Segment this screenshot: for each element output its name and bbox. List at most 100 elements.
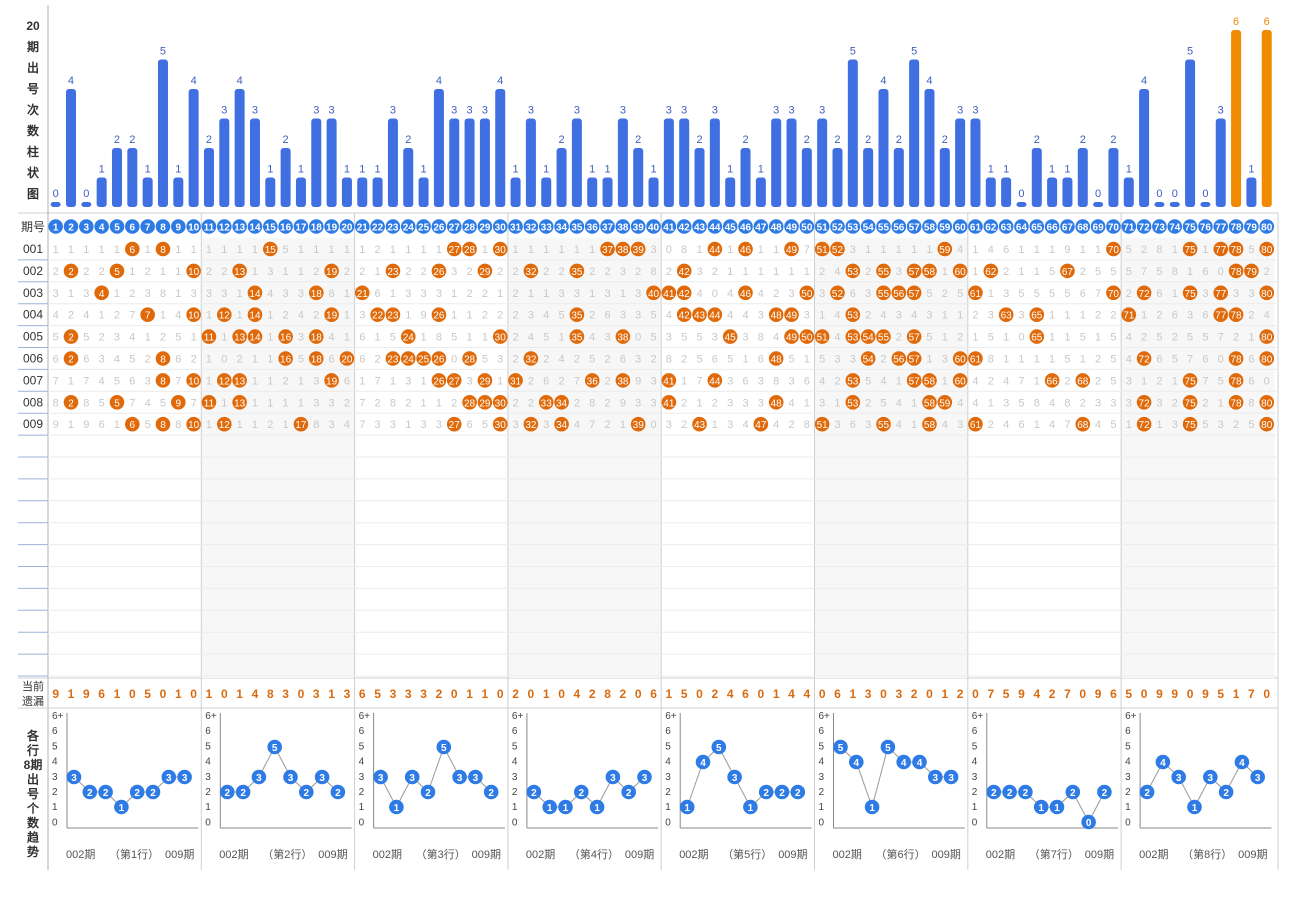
drawn-number-label: 50 [801,333,813,344]
number-header-label: 16 [280,223,292,234]
omission-cell: 3 [742,332,748,344]
trend-footer-row: （第7行） [1029,847,1079,861]
omission-cell: 5 [650,310,656,322]
drawn-number-ball [538,395,554,410]
bar-value-label: 1 [988,164,994,176]
omission-cell: 8 [650,266,656,278]
trend-footer-start: 002期 [679,848,708,861]
current-omission-value: 5 [374,687,381,701]
drawn-number-label: 56 [893,355,905,366]
omission-cell: 1 [1064,310,1070,322]
bar-value-label: 0 [1172,188,1178,200]
trend-point [1187,799,1202,815]
trend-point-label: 3 [288,773,294,784]
trend-axis-tick: 4 [972,757,978,768]
omission-cell: 3 [604,332,610,344]
drawn-number-ball [738,285,753,301]
omission-cell: 1 [758,244,764,256]
omission-cell: 8 [53,397,59,409]
number-header-label: 33 [541,223,553,234]
trend-point [1049,799,1065,815]
omission-cell: 6 [1248,354,1254,366]
bar-64 [1016,202,1027,207]
omission-cell: 2 [880,354,886,366]
trend-point [896,754,911,770]
omission-cell: 1 [68,419,74,431]
omission-cell: 2 [604,354,610,366]
number-header-ball [79,219,94,234]
omission-label: 当前 [22,679,44,693]
bar-value-label: 1 [1248,164,1254,176]
trend-axis-tick: 6+ [972,711,984,722]
current-omission-value: 9 [1095,687,1102,701]
group-shade [507,238,662,678]
drawn-number-ball [492,241,508,257]
omission-cell: 4 [957,244,963,256]
omission-cell: 1 [742,266,748,278]
omission-cell: 4 [972,397,978,409]
omission-cell: 2 [99,266,105,278]
bar-51 [817,118,828,207]
number-header-ball [370,219,385,234]
drawn-number-ball [1213,241,1229,257]
drawn-number-label: 57 [909,289,921,300]
drawn-number-ball [968,351,983,366]
drawn-number-label: 23 [387,355,399,366]
omission-cell: 0 [712,288,718,300]
bar-value-label: 4 [68,75,74,87]
trend-point-label: 2 [1070,788,1076,799]
drawn-number-label: 55 [878,333,890,344]
omission-cell: 5 [681,332,687,344]
bar-value-label: 2 [206,134,212,146]
drawn-number-label: 32 [525,420,537,431]
drawn-number-label: 55 [878,420,890,431]
drawn-number-label: 33 [541,398,553,409]
drawn-number-ball [477,395,493,410]
drawn-number-ball [477,373,493,388]
omission-cell: 2 [681,397,687,409]
number-header-label: 54 [863,223,875,234]
trend-axis-tick: 2 [205,787,211,798]
trend-point-label: 4 [901,758,907,769]
drawn-number-ball [784,241,799,257]
omission-cell: 3 [850,354,856,366]
drawn-number-label: 78 [1231,355,1243,366]
omission-cell: 1 [819,310,825,322]
current-omission-value: 1 [68,687,75,701]
bar-40 [648,177,659,207]
omission-cell: 1 [1003,332,1009,344]
trend-axis-tick: 3 [819,772,825,783]
trend-point-label: 4 [917,758,923,769]
omission-cell: 1 [1202,244,1208,256]
omission-cell: 1 [390,288,396,300]
drawn-number-label: 49 [786,245,798,256]
drawn-number-ball [523,263,539,279]
current-omission-value: 2 [436,687,443,701]
trend-point-label: 2 [103,788,109,799]
number-header-label: 15 [265,223,277,234]
number-header-label: 23 [387,223,399,234]
number-header-label: 37 [602,223,614,234]
omission-cell: 5 [1018,288,1024,300]
trend-axis-tick: 4 [359,757,365,768]
number-header-ball [431,219,447,234]
omission-cell: 3 [896,310,902,322]
bar-66 [1047,177,1058,207]
drawn-number-label: 7 [145,311,151,322]
omission-cell: 4 [788,397,794,409]
trend-axis-tick: 6+ [205,711,217,722]
drawn-number-ball [937,241,953,257]
omission-cell: 7 [1064,419,1070,431]
bar-value-label: 0 [83,188,89,200]
trend-point [542,799,557,815]
omission-cell: 8 [1172,266,1178,278]
drawn-number-ball [446,373,462,388]
drawn-number-label: 27 [449,376,461,387]
number-header-label: 11 [204,223,215,234]
trend-point [1234,754,1250,770]
current-omission-value: 2 [712,687,719,701]
trend-point [66,769,82,785]
bar-value-label: 0 [53,188,59,200]
omission-cell: 3 [1202,288,1208,300]
drawn-number-label: 13 [234,376,246,387]
